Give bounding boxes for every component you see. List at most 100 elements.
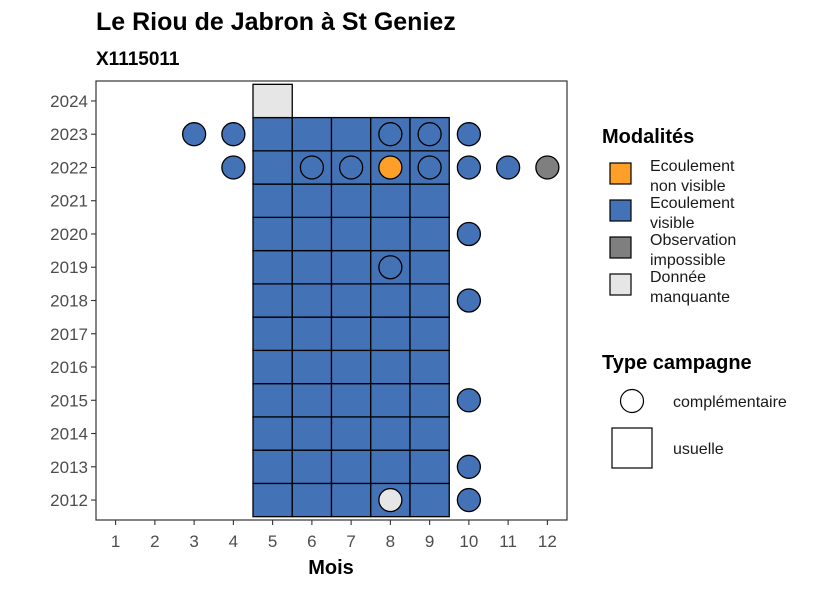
y-tick-label-2023: 2023 (50, 125, 88, 144)
tile-2019-6 (291, 249, 333, 285)
y-tick-label-2019: 2019 (50, 258, 88, 277)
tile-2021-5 (252, 183, 293, 219)
tile-2016-7 (330, 349, 372, 385)
x-axis: 1 2 3 4 5 6 7 8 9 10 11 12 (111, 520, 557, 551)
tile-2019-7 (330, 249, 372, 285)
tile-2022-5 (252, 150, 293, 185)
tile-2015-9 (409, 382, 450, 418)
legend-label-1-line2: visible (650, 215, 695, 232)
y-tick-label-2012: 2012 (50, 491, 88, 510)
x-tick-label-10: 10 (459, 532, 478, 551)
legend-key-1 (609, 199, 632, 222)
tile-2012-9 (409, 482, 450, 518)
legend-type-label-0: complémentaire (673, 394, 787, 411)
tile-2013-7 (330, 449, 372, 485)
tile-2012-5 (252, 482, 293, 518)
tile-2014-9 (409, 416, 450, 451)
y-tick-label-2016: 2016 (50, 358, 88, 377)
tile-2021-8 (370, 183, 411, 219)
legend-label-2-line2: impossible (650, 252, 726, 269)
x-tick-label-1: 1 (111, 532, 120, 551)
tile-2021-9 (409, 183, 450, 219)
tile-2013-6 (291, 449, 333, 485)
point-2023-9 (417, 122, 442, 147)
tile-2019-9 (409, 249, 450, 285)
legend-type-square (611, 427, 653, 469)
legend-label-2-line1: Observation (650, 232, 736, 249)
legend-type-circle (619, 388, 645, 414)
point-2022-11 (495, 155, 521, 180)
tile-2015-6 (291, 382, 333, 418)
y-tick-label-2022: 2022 (50, 158, 88, 177)
tile-2018-7 (330, 283, 372, 318)
legend-type-label-1: usuelle (673, 441, 724, 458)
legend-title-modalites: Modalités (602, 126, 694, 148)
point-2022-7 (338, 155, 364, 180)
point-2023-10 (456, 122, 482, 147)
y-tick-label-2018: 2018 (50, 292, 88, 311)
tile-2016-6 (291, 349, 333, 385)
tile-2018-9 (409, 283, 450, 318)
point-2022-9 (417, 155, 442, 180)
point-2022-12 (535, 155, 560, 180)
tile-2017-7 (330, 316, 372, 352)
tile-2021-6 (291, 183, 333, 219)
legend-key-2 (609, 236, 632, 259)
legend-label-3-line2: manquante (650, 289, 730, 306)
tile-2015-8 (370, 382, 411, 418)
y-tick-label-2014: 2014 (50, 425, 88, 444)
tile-2020-7 (330, 216, 372, 252)
point-2022-6 (299, 155, 325, 180)
tile-2024-5 (252, 83, 293, 119)
tile-2013-8 (370, 449, 411, 485)
point-2012-10 (456, 487, 482, 513)
y-tick-label-2021: 2021 (50, 192, 88, 211)
tile-2015-7 (330, 382, 372, 418)
point-2013-10 (456, 454, 482, 479)
point-2022-8 (378, 155, 403, 180)
legend-types: complémentaire usuelle (611, 388, 787, 469)
tile-2019-5 (252, 249, 293, 285)
plot-area (95, 80, 568, 521)
point-2018-10 (456, 288, 482, 313)
tile-2015-5 (252, 382, 293, 418)
legend-key-3 (609, 273, 632, 296)
tile-2018-5 (252, 283, 293, 318)
y-tick-label-2015: 2015 (50, 391, 88, 410)
tile-2014-7 (330, 416, 372, 451)
legend-label-3-line1: Donnée (650, 269, 706, 286)
legend-label-1-line1: Ecoulement (650, 195, 735, 212)
point-2023-8 (378, 122, 403, 147)
tile-2023-6 (291, 116, 333, 152)
tile-2017-6 (291, 316, 333, 352)
tile-2014-6 (291, 416, 333, 451)
chart-subtitle: X1115011 (96, 49, 180, 70)
point-2022-4 (221, 155, 246, 180)
tile-2012-6 (291, 482, 333, 518)
y-tick-label-2024: 2024 (50, 92, 88, 111)
x-tick-label-9: 9 (425, 532, 434, 551)
legend-label-0-line2: non visible (650, 178, 726, 195)
y-tick-label-2020: 2020 (50, 225, 88, 244)
x-tick-label-5: 5 (268, 532, 277, 551)
tile-2023-7 (330, 116, 372, 152)
x-tick-label-12: 12 (538, 532, 557, 551)
point-2015-10 (456, 388, 482, 413)
tile-2012-7 (330, 482, 372, 518)
legend-title-type: Type campagne (602, 352, 752, 374)
tile-2017-9 (409, 316, 450, 352)
x-tick-label-8: 8 (386, 532, 395, 551)
point-2019-8 (378, 255, 403, 280)
point-2022-10 (456, 155, 482, 180)
x-axis-title: Mois (308, 557, 354, 579)
tile-2014-5 (252, 416, 293, 451)
legend-label-0-line1: Ecoulement (650, 158, 735, 175)
tile-2016-5 (252, 349, 293, 385)
x-tick-label-11: 11 (499, 532, 517, 551)
tile-2014-8 (370, 416, 411, 451)
x-tick-label-2: 2 (150, 532, 159, 551)
x-tick-label-7: 7 (346, 532, 355, 551)
